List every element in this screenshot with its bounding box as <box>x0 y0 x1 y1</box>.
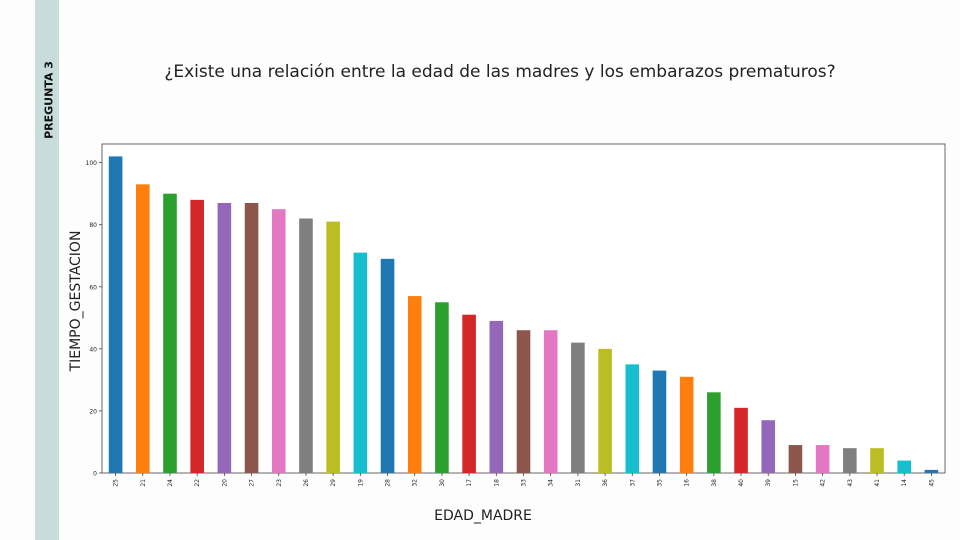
y-tick-label: 0 <box>93 471 97 478</box>
bar-14 <box>897 460 912 473</box>
x-axis: 25 21 24 22 20 27 23 26 29 19 28 32 30 17 18 33 34 31 36 37… <box>113 473 935 487</box>
x-tick-label: 25 <box>113 479 120 487</box>
bar-21 <box>135 184 150 473</box>
x-tick-label: 36 <box>602 479 609 487</box>
bar-31 <box>571 342 585 473</box>
x-tick-label: 19 <box>357 479 364 487</box>
x-tick-label: 24 <box>167 479 174 487</box>
bar-27 <box>244 202 259 474</box>
x-tick-label: 41 <box>874 479 881 487</box>
bar-19 <box>353 252 368 473</box>
x-tick-label: 33 <box>521 479 528 487</box>
bars <box>108 156 939 474</box>
x-tick-label: 40 <box>738 479 745 487</box>
x-tick-label: 45 <box>928 479 935 487</box>
bar-43 <box>843 448 857 473</box>
bar-22 <box>190 199 204 473</box>
x-tick-label: 22 <box>194 479 201 487</box>
x-tick-label: 28 <box>385 479 392 487</box>
y-tick-label: 100 <box>86 160 98 167</box>
x-tick-label: 42 <box>820 479 827 487</box>
x-tick-label: 32 <box>412 479 419 487</box>
side-band <box>35 0 59 540</box>
bar-32 <box>407 296 422 473</box>
bar-17 <box>462 314 476 473</box>
x-tick-label: 29 <box>330 479 337 487</box>
bar-41 <box>870 448 884 473</box>
x-tick-label: 39 <box>765 479 772 487</box>
x-tick-label: 34 <box>548 479 555 487</box>
bar-28 <box>380 258 395 473</box>
bar-26 <box>299 218 313 473</box>
x-tick-label: 14 <box>901 479 908 487</box>
x-tick-label: 27 <box>249 479 256 487</box>
x-tick-label: 20 <box>221 479 228 487</box>
bar-38 <box>707 392 721 473</box>
bar-18 <box>489 320 504 473</box>
bar-37 <box>625 364 640 473</box>
y-axis-label: TIEMPO_GESTACION <box>68 230 84 372</box>
y-tick-label: 60 <box>89 284 97 291</box>
bar-45 <box>924 469 939 473</box>
bar-42 <box>815 445 830 473</box>
bar-25 <box>108 156 123 473</box>
x-tick-label: 35 <box>656 479 663 487</box>
x-tick-label: 26 <box>303 479 310 487</box>
bar-36 <box>598 348 612 473</box>
x-tick-label: 16 <box>684 479 691 487</box>
bar-39 <box>761 420 776 473</box>
y-tick-label: 20 <box>89 408 97 415</box>
x-tick-label: 18 <box>493 479 500 487</box>
x-tick-label: 30 <box>439 479 446 487</box>
y-tick-label: 80 <box>89 222 97 229</box>
bar-30 <box>435 302 449 473</box>
bar-20 <box>217 202 232 474</box>
x-tick-label: 15 <box>792 479 799 487</box>
x-tick-label: 23 <box>276 479 283 487</box>
bar-16 <box>679 376 694 473</box>
y-tick-label: 40 <box>89 346 97 353</box>
x-tick-label: 37 <box>629 479 636 487</box>
bar-24 <box>163 193 177 473</box>
bar-34 <box>543 330 558 473</box>
bar-33 <box>516 330 531 473</box>
x-tick-label: 38 <box>711 479 718 487</box>
y-axis: 0 20 40 60 80 100 <box>86 160 102 478</box>
bar-40 <box>734 407 748 473</box>
bar-35 <box>652 370 667 473</box>
x-tick-label: 17 <box>466 479 473 487</box>
bar-15 <box>788 445 803 473</box>
slide-title: ¿Existe una relación entre la edad de la… <box>164 62 836 82</box>
x-tick-label: 43 <box>847 479 854 487</box>
x-axis-label: EDAD_MADRE <box>434 508 532 524</box>
bar-23 <box>271 209 286 473</box>
x-tick-label: 21 <box>140 479 147 487</box>
bar-29 <box>326 221 340 473</box>
x-tick-label: 31 <box>575 479 582 487</box>
